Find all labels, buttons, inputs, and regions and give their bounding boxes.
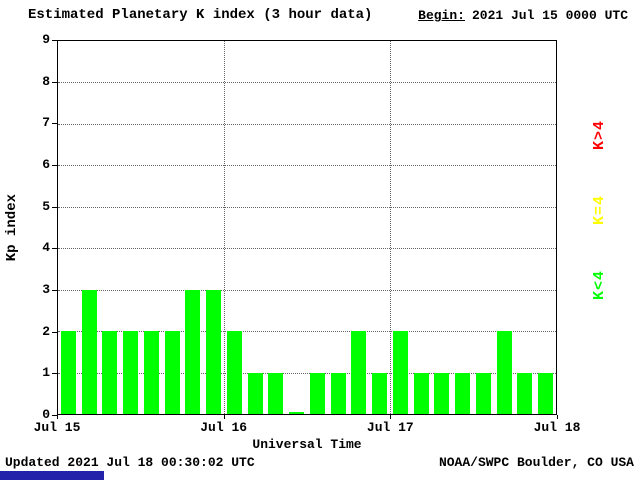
y-tick-mark	[52, 123, 57, 125]
kp-bar	[185, 289, 201, 414]
y-tick-mark	[52, 206, 57, 208]
kp-bar	[517, 372, 533, 414]
legend-item: K>4	[591, 120, 608, 151]
x-tick-label: Jul 18	[533, 420, 581, 435]
gridline-horizontal	[58, 248, 556, 250]
x-tick-mark	[57, 415, 58, 419]
begin-label: Begin:	[418, 8, 465, 23]
kp-bar	[538, 372, 554, 414]
y-tick-label: 5	[42, 198, 50, 214]
y-tick-mark	[52, 165, 57, 166]
y-tick-label: 0	[42, 407, 50, 422]
x-tick-mark	[390, 415, 392, 419]
updated-timestamp: Updated 2021 Jul 18 00:30:02 UTC	[5, 455, 255, 470]
gridline-horizontal	[58, 123, 556, 125]
gridline-horizontal	[58, 289, 556, 291]
kp-bar	[455, 372, 471, 414]
y-tick-mark	[52, 331, 57, 333]
kp-bar	[372, 372, 388, 414]
y-tick-mark	[52, 415, 57, 416]
kp-bar	[102, 331, 118, 414]
begin-timestamp: Begin: 2021 Jul 15 0000 UTC	[418, 8, 628, 23]
kp-bar	[143, 331, 159, 414]
gridline-vertical	[390, 41, 391, 414]
y-tick-mark	[52, 290, 57, 291]
y-axis-title: Kp index	[4, 40, 20, 415]
kp-bar	[434, 372, 450, 414]
y-tick-label: 9	[42, 32, 50, 47]
kp-bar	[81, 289, 97, 414]
y-tick-label: 4	[42, 240, 50, 256]
gridline-horizontal	[58, 206, 556, 208]
bottom-blue-bar	[0, 471, 104, 480]
x-axis-title: Universal Time	[252, 437, 362, 452]
gridline-horizontal	[58, 165, 556, 167]
begin-value: 2021 Jul 15 0000 UTC	[471, 8, 628, 23]
kp-bar	[289, 412, 305, 414]
x-tick-label: Jul 16	[200, 420, 248, 435]
chart-title: Estimated Planetary K index (3 hour data…	[28, 7, 373, 23]
x-tick-mark	[223, 415, 225, 419]
legend-item: K=4	[591, 195, 608, 226]
kp-bar	[496, 331, 512, 414]
y-tick-mark	[52, 373, 57, 375]
legend: K>4 K=4 K<4	[589, 40, 615, 415]
kp-bar	[475, 372, 491, 414]
kp-bar	[330, 372, 346, 414]
kp-bar	[413, 372, 429, 414]
y-tick-label: 8	[42, 73, 50, 89]
x-tick-mark	[557, 415, 558, 419]
legend-item: K<4	[591, 270, 608, 301]
y-tick-label: 2	[42, 323, 50, 339]
y-tick-label: 1	[42, 365, 50, 381]
y-tick-label: 3	[42, 282, 50, 297]
kp-bar	[309, 372, 325, 414]
gridline-horizontal	[58, 372, 556, 374]
kp-bar	[60, 331, 76, 414]
kp-bar	[206, 289, 222, 414]
kp-bar	[226, 331, 242, 414]
gridline-horizontal	[58, 82, 556, 84]
y-tick-label: 7	[42, 115, 50, 131]
y-tick-mark	[52, 248, 57, 250]
kp-bar	[123, 331, 139, 414]
gridline-horizontal	[58, 331, 556, 333]
y-axis-title-text: Kp index	[4, 193, 20, 262]
x-tick-label: Jul 17	[366, 420, 414, 435]
y-tick-label: 6	[42, 157, 50, 172]
plot-area	[57, 40, 557, 415]
kp-bar	[351, 331, 367, 414]
kp-bar	[392, 331, 408, 414]
source-credit: NOAA/SWPC Boulder, CO USA	[438, 455, 634, 470]
kp-bar	[247, 372, 263, 414]
gridline-vertical	[224, 41, 225, 414]
y-tick-mark	[52, 81, 57, 83]
y-tick-mark	[52, 40, 57, 41]
kp-bar	[268, 372, 284, 414]
kp-bar	[164, 331, 180, 414]
x-tick-label: Jul 15	[33, 420, 81, 435]
